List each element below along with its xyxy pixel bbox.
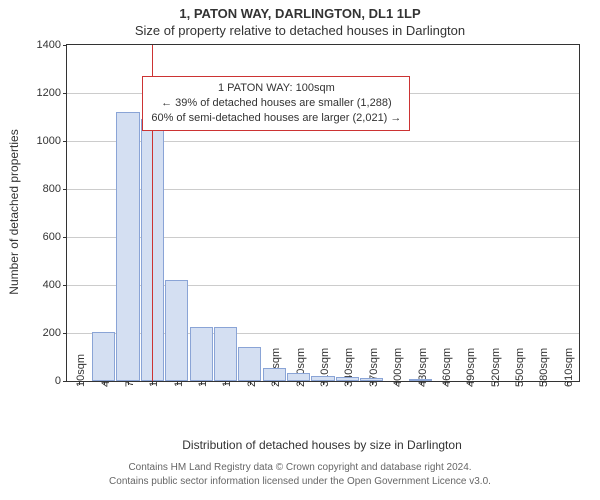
page-subtitle: Size of property relative to detached ho… — [0, 21, 600, 38]
y-axis-label: Number of detached properties — [7, 129, 21, 294]
annotation-line: 60% of semi-detached houses are larger (… — [151, 111, 401, 126]
histogram-bar — [336, 377, 359, 381]
annotation-line: 1 PATON WAY: 100sqm — [151, 81, 401, 96]
histogram-bar — [360, 378, 383, 381]
x-tick-label: 280sqm — [295, 348, 307, 387]
histogram-bar — [214, 327, 237, 381]
histogram-bar — [311, 376, 334, 381]
y-tick-label: 400 — [43, 279, 67, 291]
x-axis-label: Distribution of detached houses by size … — [66, 438, 578, 452]
y-tick-label: 800 — [43, 183, 67, 195]
x-tick-label: 520sqm — [490, 348, 502, 387]
x-tick-label: 550sqm — [514, 348, 526, 387]
y-tick-label: 600 — [43, 231, 67, 243]
annotation-line: ← 39% of detached houses are smaller (1,… — [151, 96, 401, 111]
histogram-bar — [92, 332, 115, 381]
x-tick-label: 370sqm — [368, 348, 380, 387]
histogram-bar — [409, 379, 432, 381]
footer-line-2: Contains public sector information licen… — [0, 476, 600, 487]
x-tick-label: 310sqm — [319, 348, 331, 387]
histogram-bar — [190, 327, 213, 381]
histogram-bar — [116, 112, 139, 381]
histogram-bar — [238, 347, 261, 381]
x-tick-label: 580sqm — [538, 348, 550, 387]
histogram-bar — [263, 368, 286, 381]
y-tick-label: 0 — [55, 375, 67, 387]
x-tick-label: 490sqm — [465, 348, 477, 387]
y-tick-label: 1200 — [37, 87, 67, 99]
x-tick-label: 460sqm — [441, 348, 453, 387]
y-tick-label: 200 — [43, 327, 67, 339]
histogram-bar — [287, 373, 310, 381]
footer-line-1: Contains HM Land Registry data © Crown c… — [0, 462, 600, 473]
chart-container: 1, PATON WAY, DARLINGTON, DL1 1LP Size o… — [0, 0, 600, 500]
y-tick-label: 1400 — [37, 39, 67, 51]
x-tick-label: 430sqm — [417, 348, 429, 387]
plot-area: 020040060080010001200140010sqm40sqm70sqm… — [66, 44, 580, 382]
x-tick-label: 340sqm — [343, 348, 355, 387]
page-title: 1, PATON WAY, DARLINGTON, DL1 1LP — [0, 0, 600, 21]
annotation-box: 1 PATON WAY: 100sqm← 39% of detached hou… — [142, 76, 410, 131]
x-tick-label: 10sqm — [75, 354, 87, 387]
histogram-bar — [165, 280, 188, 381]
x-tick-label: 400sqm — [392, 348, 404, 387]
y-tick-label: 1000 — [37, 135, 67, 147]
x-tick-label: 610sqm — [563, 348, 575, 387]
